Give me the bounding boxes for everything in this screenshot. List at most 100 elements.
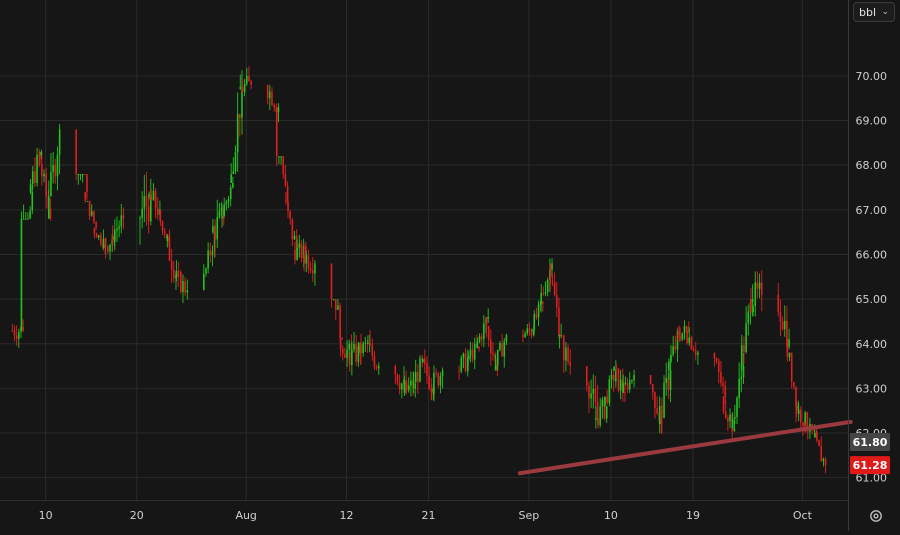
candle-body-up [669,370,672,391]
candle-body-down [535,314,538,318]
trendline-layer[interactable] [517,419,853,476]
candle-body-down [492,353,494,355]
candle-body-down [107,246,109,252]
candle-body-up [631,380,633,382]
candle-body-up [50,172,52,197]
candle-body-up [546,280,549,293]
settings-button[interactable] [866,507,886,525]
y-tick-label: 69.00 [856,115,888,128]
candle-body-up [734,416,736,419]
candle-body-down [813,430,816,432]
candle-body-down [289,211,292,219]
trendline[interactable] [517,419,853,476]
candle-body-up [403,379,405,384]
candle-body-up [505,334,508,342]
candle-body-down [122,215,125,219]
candle-body-down [291,218,294,240]
candle-body-down [487,325,490,340]
candle-body-up [439,375,442,386]
candle-body-down [760,282,763,295]
candle-body-up [400,383,403,390]
candle-body-up [236,113,239,153]
candle-body-up [540,292,542,304]
candle-body-up [277,107,280,112]
candle-body-down [371,344,374,356]
candle-body-down [562,335,565,361]
candle-body-down [300,243,303,259]
candle-body-up [18,332,20,339]
candle-body-up [742,366,745,378]
candle-body-down [150,193,153,201]
candle-body-down [588,385,590,399]
candle-body-down [339,339,342,349]
candle-body-down [795,406,798,414]
candle-body-up [175,271,178,277]
candle-body-down [585,366,588,386]
candle-body-up [414,383,417,389]
candle-body-down [145,195,148,207]
candle-body-up [478,336,481,342]
candle-body-down [542,292,545,294]
candle-body-down [369,343,371,345]
candle-body-down [54,165,57,177]
candle-body-up [241,89,243,118]
candle-body-down [692,348,695,352]
candle-body-down [348,357,351,366]
candle-body-up [332,299,335,301]
candle-body-down [248,75,250,82]
candle-body-down [786,339,789,357]
candle-body-up [797,406,800,408]
candle-body-down [179,272,182,292]
candle-body-down [417,371,419,382]
candle-body-up [736,397,738,417]
candle-body-up [751,299,754,303]
candle-body-down [266,84,269,99]
candle-body-down [480,336,483,340]
candle-body-up [605,406,608,419]
candle-body-up [822,459,825,462]
candle-body-up [52,165,54,173]
candle-body-up [358,342,360,353]
candle-body-up [469,349,472,356]
candle-body-down [626,383,629,390]
candle-body-up [466,357,469,372]
unit-dropdown-button[interactable]: bbl ⌄ [853,2,895,22]
candle-body-down [250,81,252,85]
x-tick-label: 10 [604,509,618,522]
candle-body-down [86,174,88,192]
candle-body-down [307,255,310,269]
candle-body-up [43,173,45,177]
candle-body-up [670,354,672,362]
candle-body-down [678,331,681,335]
candle-body-down [720,371,722,384]
chart-grid [0,0,848,500]
candle-body-up [203,273,205,291]
candle-body-up [676,331,679,350]
price-axis[interactable]: 61.0062.0063.0064.0065.0066.0067.0068.00… [856,70,888,485]
candle-body-up [280,156,282,158]
candle-body-down [355,343,357,362]
candle-body-down [471,349,474,360]
time-axis[interactable]: 10 20 Aug 12 21 Sep 10 19 Oct [39,509,813,522]
candle-body-up [31,171,34,185]
candle-body-down [750,299,752,313]
candle-body-up [668,361,670,371]
candle-body-up [592,388,595,394]
candle-body-up [740,345,743,367]
candle-body-up [230,174,232,184]
candle-body-up [24,218,27,220]
candle-body-up [232,171,235,175]
candle-body-down [679,336,681,340]
candle-body-down [45,173,47,197]
x-tick-label: 20 [130,509,144,522]
candle-body-down [793,381,795,387]
candle-body-down [654,392,656,409]
candle-body-up [747,311,750,324]
candle-body-up [544,292,547,294]
candle-body-down [173,269,175,279]
candle-body-up [278,156,280,158]
candle-body-down [777,294,780,312]
candle-body-down [34,171,36,184]
candle-body-up [526,328,529,334]
